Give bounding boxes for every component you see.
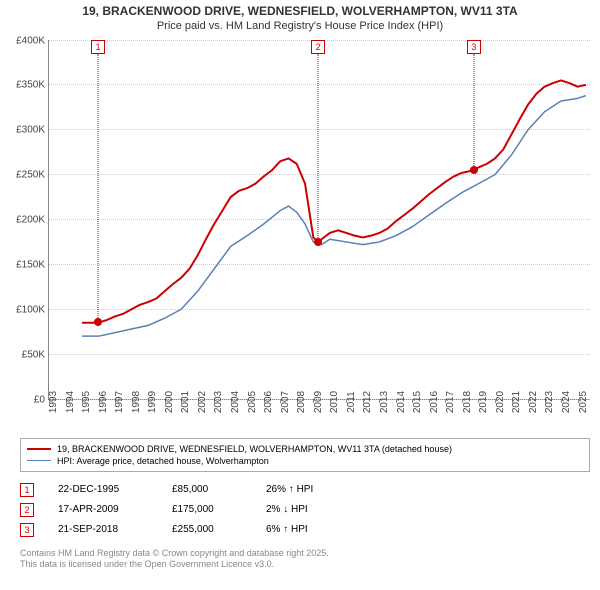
marker-box-3: 3 — [467, 40, 481, 54]
marker-dot-1 — [94, 318, 102, 326]
chart-plot-area: £0£50K£100K£150K£200K£250K£300K£350K£400… — [48, 40, 590, 400]
marker-dot-2 — [314, 238, 322, 246]
x-axis: 1993199419951996199719981999200020012002… — [48, 400, 590, 432]
y-axis-label: £350K — [16, 80, 45, 91]
transaction-row: 1 22-DEC-1995 £85,000 26% ↑ HPI — [20, 480, 590, 500]
y-axis-label: £150K — [16, 259, 45, 270]
legend-swatch — [27, 460, 51, 461]
series-price_paid — [82, 80, 586, 322]
legend-item: HPI: Average price, detached house, Wolv… — [27, 455, 583, 467]
legend-label: HPI: Average price, detached house, Wolv… — [57, 456, 269, 466]
footer-line-2: This data is licensed under the Open Gov… — [20, 559, 590, 571]
transaction-price: £85,000 — [172, 484, 242, 495]
y-axis-label: £250K — [16, 170, 45, 181]
transaction-marker: 1 — [20, 483, 34, 497]
marker-box-1: 1 — [91, 40, 105, 54]
y-axis-label: £400K — [16, 35, 45, 46]
transaction-hpi: 2% ↓ HPI — [266, 504, 346, 515]
y-axis-label: £50K — [22, 349, 45, 360]
chart-title: 19, BRACKENWOOD DRIVE, WEDNESFIELD, WOLV… — [0, 0, 600, 20]
transaction-price: £255,000 — [172, 524, 242, 535]
chart-lines-svg — [49, 40, 590, 399]
y-axis-label: £0 — [34, 394, 45, 405]
y-axis-label: £100K — [16, 304, 45, 315]
series-hpi — [82, 95, 586, 336]
legend-label: 19, BRACKENWOOD DRIVE, WEDNESFIELD, WOLV… — [57, 444, 452, 454]
transaction-price: £175,000 — [172, 504, 242, 515]
footer-attribution: Contains HM Land Registry data © Crown c… — [20, 548, 590, 571]
footer-line-1: Contains HM Land Registry data © Crown c… — [20, 548, 590, 560]
transaction-marker: 3 — [20, 523, 34, 537]
y-axis-label: £300K — [16, 125, 45, 136]
marker-line-3 — [473, 54, 474, 170]
marker-box-2: 2 — [311, 40, 325, 54]
transaction-hpi: 26% ↑ HPI — [266, 484, 346, 495]
legend-box: 19, BRACKENWOOD DRIVE, WEDNESFIELD, WOLV… — [20, 438, 590, 472]
chart-container: 19, BRACKENWOOD DRIVE, WEDNESFIELD, WOLV… — [0, 0, 600, 590]
transaction-date: 17-APR-2009 — [58, 504, 148, 515]
marker-line-1 — [98, 54, 99, 323]
transaction-marker: 2 — [20, 503, 34, 517]
y-axis-label: £200K — [16, 215, 45, 226]
transaction-row: 2 17-APR-2009 £175,000 2% ↓ HPI — [20, 500, 590, 520]
transactions-table: 1 22-DEC-1995 £85,000 26% ↑ HPI 2 17-APR-2009… — [20, 480, 590, 540]
chart-subtitle: Price paid vs. HM Land Registry's House … — [0, 20, 600, 36]
transaction-date: 22-DEC-1995 — [58, 484, 148, 495]
transaction-row: 3 21-SEP-2018 £255,000 6% ↑ HPI — [20, 520, 590, 540]
marker-line-2 — [318, 54, 319, 242]
legend-item: 19, BRACKENWOOD DRIVE, WEDNESFIELD, WOLV… — [27, 443, 583, 455]
marker-dot-3 — [470, 166, 478, 174]
transaction-hpi: 6% ↑ HPI — [266, 524, 346, 535]
legend-swatch — [27, 448, 51, 450]
transaction-date: 21-SEP-2018 — [58, 524, 148, 535]
